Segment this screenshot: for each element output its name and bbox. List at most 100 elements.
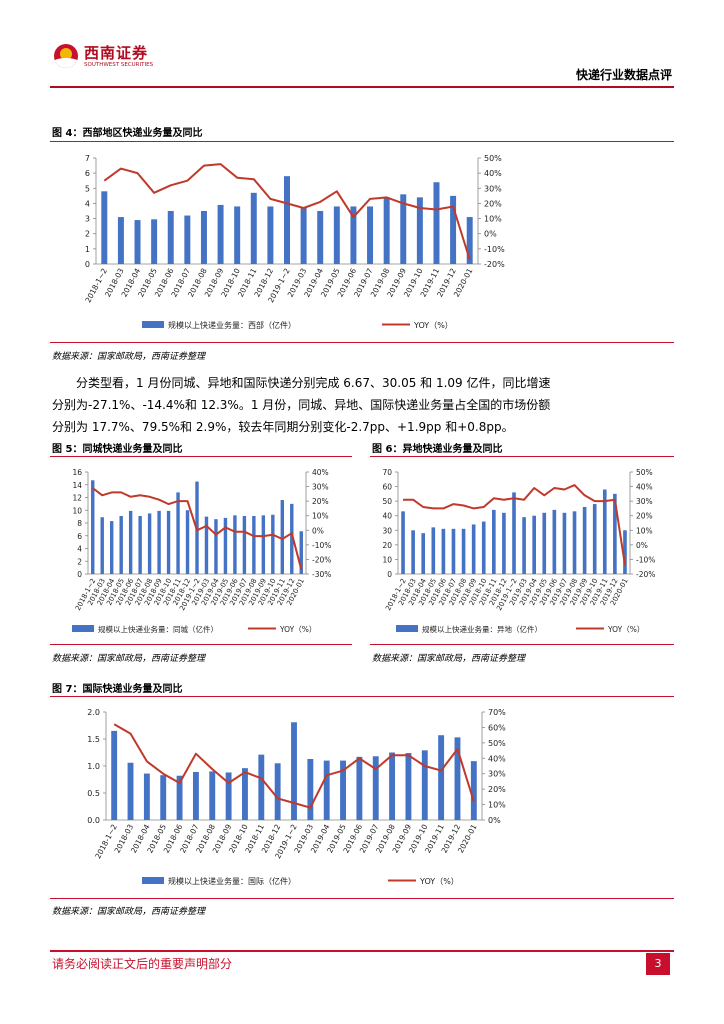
legend-bar-swatch — [72, 625, 94, 632]
left-tick-label: 4 — [85, 199, 90, 208]
bar — [323, 760, 330, 820]
legend-bar-swatch — [396, 625, 418, 632]
bar — [147, 513, 152, 574]
right-tick-label: -10% — [484, 245, 505, 254]
right-tick-label: 0% — [488, 816, 501, 825]
left-tick-label: 20 — [382, 541, 392, 550]
bar — [441, 528, 446, 574]
bar — [542, 512, 547, 574]
fig6-bottom-rule — [370, 644, 674, 645]
left-tick-label: 50 — [382, 497, 392, 506]
logo-mark — [54, 44, 78, 68]
footer-divider — [50, 950, 674, 952]
fig4-source: 数据来源：国家邮政局，西南证券整理 — [52, 352, 206, 362]
yoy-line — [92, 487, 303, 570]
bar — [250, 192, 257, 264]
left-tick-label: 0.0 — [87, 816, 100, 825]
bar — [532, 515, 536, 574]
fig7-chart: 0.0 0.5 1.0 1.5 2.0 0% 10% 20% 30% 40% 50% 60% 70% 20… — [87, 708, 506, 886]
bar — [284, 176, 290, 264]
legend-bar-label: 规模以上快递业务量：异地（亿件） — [422, 624, 542, 634]
yoy-line — [113, 723, 475, 809]
bar — [242, 768, 248, 820]
right-tick-label: -20% — [312, 555, 331, 564]
bar — [372, 756, 379, 820]
bar — [416, 197, 423, 264]
bar — [291, 722, 297, 820]
left-tick-label: 12 — [72, 494, 82, 503]
bar — [151, 219, 158, 264]
left-tick-label: 6 — [85, 169, 90, 178]
right-tick-label: -30% — [312, 570, 331, 579]
paragraph-line: 分别为-27.1%、-14.4%和 12.3%。1 月份，同城、异地、国际快递业… — [52, 398, 551, 412]
logo: 西南证券 SOUTHWEST SECURITIES — [52, 40, 153, 76]
bar — [242, 515, 247, 574]
left-tick-label: 2.0 — [87, 708, 100, 717]
left-tick-label: 0 — [77, 570, 82, 579]
fig7-title: 图 7：国际快递业务量及同比 — [52, 684, 183, 695]
bar — [290, 503, 294, 574]
bar — [209, 771, 216, 820]
bar — [299, 531, 303, 574]
bar — [481, 521, 486, 574]
fig7-source: 数据来源：国家邮政局，西南证券整理 — [52, 907, 206, 917]
bar — [450, 195, 457, 264]
bar — [333, 206, 340, 264]
bar — [258, 754, 265, 820]
bar — [411, 530, 415, 574]
legend-bar-label: 规模以上快递业务量：西部（亿件） — [168, 320, 296, 330]
bar — [438, 735, 445, 820]
right-tick-label: 20% — [636, 512, 653, 521]
bar — [300, 207, 307, 264]
bar — [261, 515, 266, 574]
bar — [401, 511, 405, 574]
bar — [522, 517, 526, 574]
bar — [111, 730, 118, 820]
x-tick-label: 2018-1~2 — [83, 267, 109, 305]
left-tick-label: 10 — [382, 555, 392, 564]
bar — [233, 515, 237, 574]
left-tick-label: 1.0 — [87, 762, 100, 771]
bar — [192, 771, 199, 820]
fig5-title-rule — [50, 456, 352, 457]
bar — [562, 512, 567, 574]
fig6-source: 数据来源：国家邮政局，西南证券整理 — [372, 654, 526, 664]
right-tick-label: 40% — [636, 483, 653, 492]
yoy-line — [403, 484, 626, 566]
bar — [400, 194, 407, 264]
legend-bar-label: 规模以上快递业务量：国际（亿件） — [168, 876, 296, 886]
bar — [127, 762, 134, 820]
left-tick-label: 0 — [387, 570, 392, 579]
right-tick-label: 10% — [636, 526, 653, 535]
legend-line-label: YOY（%） — [413, 321, 453, 330]
right-tick-label: 20% — [488, 785, 506, 794]
left-tick-label: 1.5 — [87, 735, 100, 744]
bar — [405, 753, 412, 820]
left-tick-label: 0.5 — [87, 789, 100, 798]
bar — [128, 510, 133, 574]
bar — [117, 217, 124, 264]
fig4-title-rule — [50, 141, 674, 142]
bar — [431, 527, 436, 574]
bar — [461, 528, 466, 574]
x-tick-label: 2018-1~2 — [93, 823, 119, 861]
left-tick-label: 60 — [382, 483, 392, 492]
bar — [350, 206, 357, 264]
legend-bar-swatch — [142, 321, 164, 328]
bar — [134, 220, 141, 264]
left-tick-label: 16 — [72, 468, 82, 477]
bar — [223, 517, 228, 574]
right-tick-label: 60% — [488, 723, 506, 732]
legend-bar-swatch — [142, 877, 164, 884]
bar — [613, 493, 617, 574]
fig4-bottom-rule — [50, 342, 674, 343]
left-tick-label: 2 — [85, 230, 90, 239]
left-tick-label: 10 — [72, 506, 82, 515]
left-tick-label: 4 — [77, 545, 82, 554]
right-tick-label: -20% — [636, 570, 655, 579]
bar — [176, 492, 180, 574]
bar — [100, 517, 104, 574]
right-tick-label: 0% — [484, 230, 497, 239]
left-tick-label: 6 — [77, 532, 82, 541]
bar — [167, 211, 174, 264]
